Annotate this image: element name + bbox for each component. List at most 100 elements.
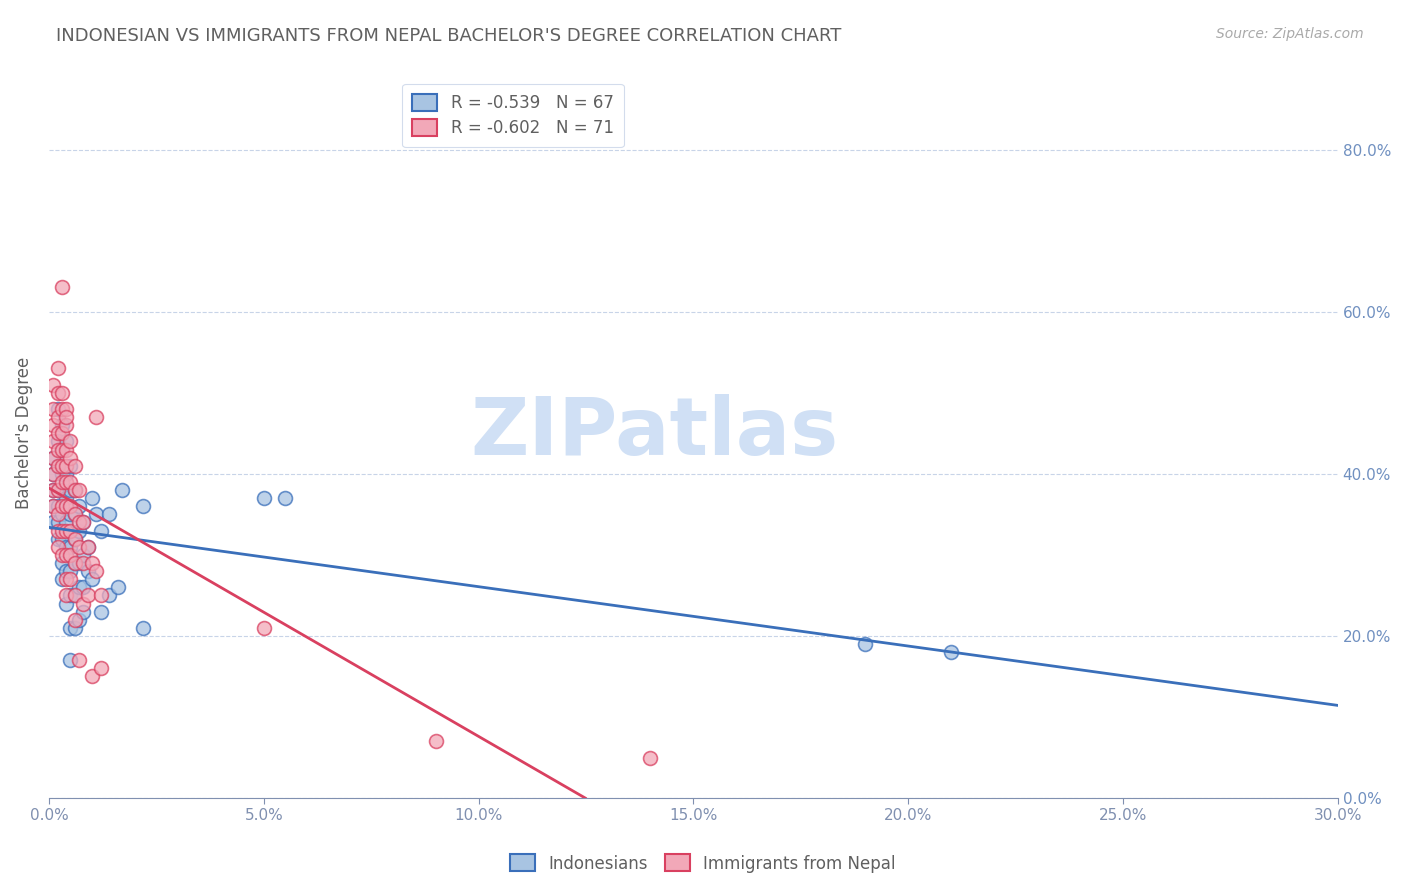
Point <box>67 540 90 554</box>
Point <box>84 564 107 578</box>
Point <box>67 556 90 570</box>
Point <box>55 475 77 489</box>
Point <box>42 483 65 497</box>
Point <box>51 458 73 473</box>
Point <box>59 500 82 514</box>
Point <box>55 418 77 433</box>
Point <box>55 597 77 611</box>
Point <box>46 540 69 554</box>
Point <box>46 483 69 497</box>
Point <box>55 491 77 505</box>
Point <box>67 524 90 538</box>
Point <box>67 653 90 667</box>
Point <box>55 434 77 449</box>
Point <box>55 467 77 481</box>
Point <box>42 467 65 481</box>
Point <box>59 589 82 603</box>
Point <box>42 516 65 530</box>
Point <box>67 580 90 594</box>
Point <box>46 516 69 530</box>
Point <box>42 467 65 481</box>
Point <box>853 637 876 651</box>
Point <box>80 572 103 586</box>
Point <box>51 442 73 457</box>
Point <box>51 401 73 416</box>
Point <box>63 508 86 522</box>
Point <box>63 483 86 497</box>
Legend: Indonesians, Immigrants from Nepal: Indonesians, Immigrants from Nepal <box>503 847 903 880</box>
Point <box>46 401 69 416</box>
Point <box>46 524 69 538</box>
Y-axis label: Bachelor's Degree: Bachelor's Degree <box>15 357 32 509</box>
Legend: R = -0.539   N = 67, R = -0.602   N = 71: R = -0.539 N = 67, R = -0.602 N = 71 <box>402 84 623 147</box>
Point <box>72 597 94 611</box>
Point <box>63 589 86 603</box>
Point <box>46 483 69 497</box>
Point <box>42 418 65 433</box>
Point <box>63 532 86 546</box>
Point <box>111 483 134 497</box>
Point <box>72 580 94 594</box>
Point <box>46 410 69 425</box>
Point <box>55 589 77 603</box>
Point <box>55 564 77 578</box>
Point <box>55 540 77 554</box>
Point <box>274 491 297 505</box>
Point <box>51 385 73 400</box>
Point <box>59 621 82 635</box>
Point <box>89 605 111 619</box>
Point <box>46 434 69 449</box>
Text: INDONESIAN VS IMMIGRANTS FROM NEPAL BACHELOR'S DEGREE CORRELATION CHART: INDONESIAN VS IMMIGRANTS FROM NEPAL BACH… <box>56 27 842 45</box>
Point <box>59 450 82 465</box>
Point <box>51 572 73 586</box>
Point <box>72 548 94 562</box>
Point <box>55 442 77 457</box>
Point <box>59 434 82 449</box>
Point <box>42 450 65 465</box>
Point <box>72 556 94 570</box>
Point <box>425 734 447 748</box>
Point <box>42 377 65 392</box>
Point <box>59 540 82 554</box>
Point <box>59 572 82 586</box>
Point <box>132 500 155 514</box>
Point <box>89 589 111 603</box>
Point <box>55 410 77 425</box>
Point <box>51 508 73 522</box>
Point <box>59 475 82 489</box>
Point <box>51 556 73 570</box>
Point <box>55 548 77 562</box>
Point <box>46 508 69 522</box>
Text: Source: ZipAtlas.com: Source: ZipAtlas.com <box>1216 27 1364 41</box>
Point <box>76 564 98 578</box>
Point <box>46 458 69 473</box>
Point <box>76 540 98 554</box>
Point <box>42 500 65 514</box>
Point <box>253 491 276 505</box>
Point <box>107 580 129 594</box>
Point <box>253 621 276 635</box>
Point <box>63 556 86 570</box>
Point <box>42 450 65 465</box>
Point <box>63 532 86 546</box>
Point <box>59 524 82 538</box>
Point <box>72 516 94 530</box>
Point <box>89 524 111 538</box>
Point <box>51 475 73 489</box>
Point <box>80 556 103 570</box>
Point <box>46 442 69 457</box>
Point <box>55 401 77 416</box>
Point <box>51 467 73 481</box>
Point <box>46 426 69 441</box>
Point <box>59 508 82 522</box>
Point <box>42 500 65 514</box>
Point <box>51 418 73 433</box>
Point <box>42 434 65 449</box>
Point <box>46 458 69 473</box>
Point <box>939 645 962 659</box>
Point <box>63 458 86 473</box>
Point <box>51 532 73 546</box>
Text: ZIPatlas: ZIPatlas <box>471 394 839 472</box>
Point <box>63 556 86 570</box>
Point <box>76 540 98 554</box>
